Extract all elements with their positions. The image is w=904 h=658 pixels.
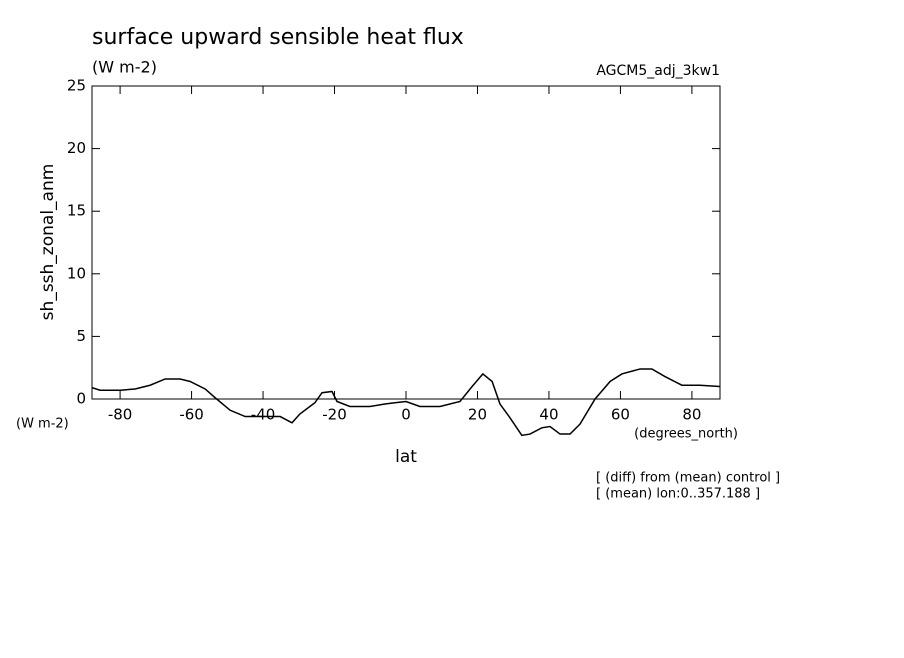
x-tick-label: 60 [611,406,630,424]
x-tick-label: 20 [468,406,487,424]
run-label: AGCM5_adj_3kw1 [596,63,720,79]
y-tick-label: 10 [67,264,86,282]
data-line [91,368,720,437]
y-axis-label: sh_ssh_zonal_anm [38,164,58,321]
y-tick-label: 0 [76,390,86,408]
x-tick-label: 0 [401,406,411,424]
y-tick-label: 5 [76,327,86,345]
x-tick-label: 40 [539,406,558,424]
y-tick-label: 25 [67,77,86,95]
x-tick-label: 80 [682,406,701,424]
chart-title: surface upward sensible heat flux [92,25,464,50]
y-unit: (W m-2) [16,417,69,432]
x-unit: (degrees_north) [634,427,738,442]
y-tick-label: 20 [67,139,86,157]
y-tick-label: 15 [67,202,86,220]
chart-subtitle: (W m-2) [92,58,157,77]
x-axis-label: lat [395,447,417,467]
x-tick-label: -20 [322,406,347,424]
note: [ (mean) lon:0..357.188 ] [596,487,760,502]
note: [ (diff) from (mean) control ] [596,471,780,486]
plot-frame [91,85,721,400]
x-tick-label: -60 [179,406,204,424]
x-tick-label: -80 [108,406,133,424]
x-tick-label: -40 [251,406,276,424]
